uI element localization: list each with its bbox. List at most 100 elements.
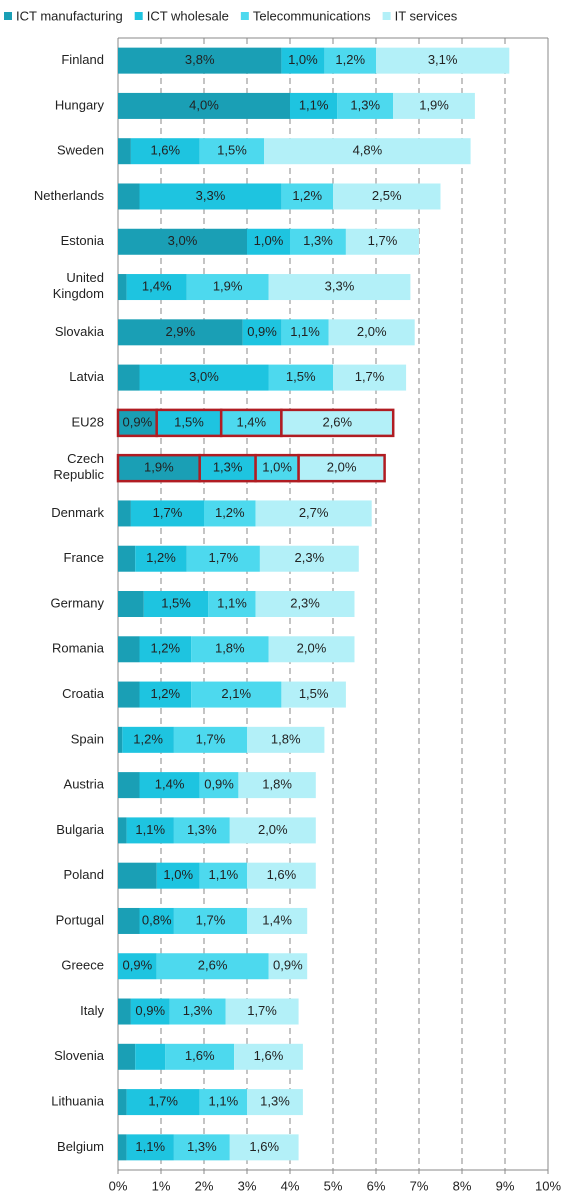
bar-segment [118,726,123,753]
bar-segment [126,1089,200,1116]
data-label: 2,0% [258,822,288,837]
bar-segment [254,453,300,483]
bar-segment [229,1134,299,1161]
bar-segment [191,636,269,663]
bar-segment [118,47,282,74]
y-tick-label: Italy [80,1003,104,1018]
data-label: 1,3% [350,97,380,112]
data-label: 1,4% [236,414,266,429]
bar-segment [255,500,372,527]
bar-segment [116,453,201,483]
x-tick-label: 3% [238,1178,257,1193]
data-label: 1,6% [150,143,180,158]
data-label: 1,2% [150,641,180,656]
data-label: 1,2% [133,731,163,746]
x-tick-label: 4% [281,1178,300,1193]
data-label: 1,5% [174,414,204,429]
bar-segment [337,92,394,119]
bar-segment [118,772,140,799]
bar-segment [139,681,192,708]
data-label: 1,8% [262,777,292,792]
data-label: 0,9% [123,414,153,429]
bar-segment [328,319,415,346]
y-tick-line: Kingdom [53,286,104,301]
legend-swatch [134,12,143,20]
data-label: 3,8% [185,52,215,67]
bar-segment [376,47,510,74]
data-label: 1,3% [183,1003,213,1018]
bar-segment [156,862,200,889]
data-label: 3,0% [189,369,219,384]
data-label: 2,0% [297,641,327,656]
data-label: 1,0% [163,867,193,882]
bar-segment [118,907,140,934]
bar-segment [118,92,290,119]
bar-segment [118,274,127,301]
data-label: 1,2% [146,550,176,565]
data-label: 2,1% [221,686,251,701]
y-tick-label: Denmark [51,505,104,520]
bar-segment [281,47,325,74]
data-label: 1,6% [185,1048,215,1063]
data-label: 1,7% [209,550,239,565]
y-tick-label: Hungary [55,97,105,112]
bar-segment [135,1043,166,1070]
y-tick-label: Belgium [57,1139,104,1154]
bar-segment [281,183,333,210]
x-tick-label: 6% [367,1178,386,1193]
bar-segment [118,319,243,346]
data-label: 1,7% [196,731,226,746]
legend-label: ICT wholesale [147,8,229,23]
data-label: 1,4% [155,777,185,792]
bar-segment [118,545,136,572]
bar-segment [219,408,283,438]
data-label: 1,6% [254,1048,284,1063]
data-label: 1,0% [288,52,318,67]
x-tick-label: 2% [195,1178,214,1193]
bar-segment [118,953,157,980]
x-tick-label: 0% [109,1178,128,1193]
bar-segment [199,138,265,165]
bar-segment [255,591,355,617]
bar-segment [126,817,174,844]
y-tick-label: Slovenia [54,1048,105,1063]
bar-segment [135,545,187,572]
data-label: 4,0% [189,97,219,112]
bar-segment [139,364,269,391]
bar-segment [268,953,308,980]
bar-segment [139,772,200,799]
bar-segment [173,1134,230,1161]
data-label: 3,3% [325,278,355,293]
bar-segment [139,907,174,934]
bar-segment [118,228,247,255]
x-tick-label: 1% [152,1178,171,1193]
data-label: 1,3% [187,1139,217,1154]
y-tick-label: Bulgaria [56,822,104,837]
data-label: 2,5% [372,188,402,203]
bar-segment [173,726,247,753]
data-label: 0,9% [247,324,277,339]
data-label: 1,9% [144,460,174,475]
data-label: 1,5% [299,686,329,701]
y-tick-label: EU28 [71,414,104,429]
y-tick-label: Greece [61,958,104,973]
legend-swatch [4,12,12,20]
bar-segment [156,953,269,980]
bar-segment [247,726,325,753]
data-label: 1,0% [262,460,292,475]
bar-segment [204,500,256,527]
data-label: 1,3% [303,233,333,248]
bar-segment [118,591,144,617]
data-label: 1,3% [213,460,243,475]
y-tick-label: Lithuania [51,1094,105,1109]
bar-segment [165,1043,235,1070]
y-tick-label: Czech Republic [53,452,104,483]
bar-segment [126,1134,174,1161]
data-label: 1,6% [267,867,297,882]
data-label: 1,2% [292,188,322,203]
bar-segment [242,319,282,346]
bar-segment [333,183,441,210]
data-label: 1,6% [249,1139,279,1154]
bar-segment [118,1043,136,1070]
y-tick-label: Spain [71,731,104,746]
